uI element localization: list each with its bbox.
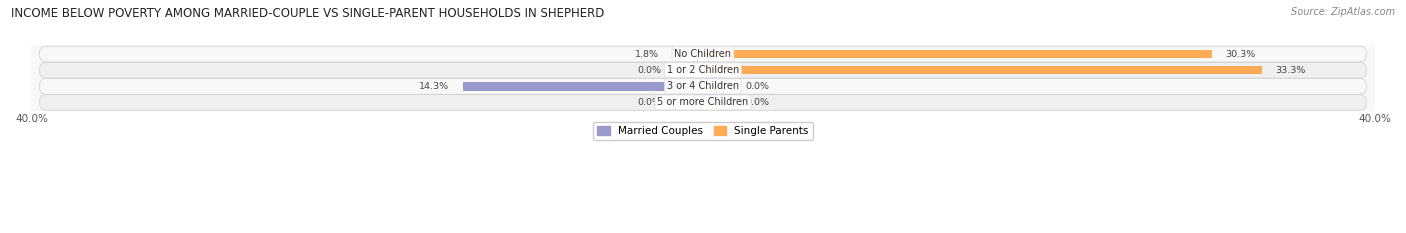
Text: Source: ZipAtlas.com: Source: ZipAtlas.com [1291,7,1395,17]
Text: No Children: No Children [675,49,731,59]
Bar [703,66,1263,74]
Bar [673,50,703,58]
Text: 5 or more Children: 5 or more Children [658,97,748,107]
Text: 33.3%: 33.3% [1275,66,1306,75]
Bar [703,82,737,90]
FancyBboxPatch shape [39,46,1367,62]
FancyBboxPatch shape [39,95,1367,110]
Text: INCOME BELOW POVERTY AMONG MARRIED-COUPLE VS SINGLE-PARENT HOUSEHOLDS IN SHEPHER: INCOME BELOW POVERTY AMONG MARRIED-COUPL… [11,7,605,20]
Text: 0.0%: 0.0% [745,98,769,107]
Text: 1 or 2 Children: 1 or 2 Children [666,65,740,75]
Text: 30.3%: 30.3% [1225,50,1256,59]
Bar [463,82,703,90]
FancyBboxPatch shape [39,79,1367,94]
Bar [703,50,1212,58]
Bar [669,98,703,107]
Bar [669,66,703,74]
Legend: Married Couples, Single Parents: Married Couples, Single Parents [593,122,813,140]
Text: 0.0%: 0.0% [637,98,661,107]
FancyBboxPatch shape [39,62,1367,78]
Bar [703,98,737,107]
Text: 0.0%: 0.0% [637,66,661,75]
Text: 0.0%: 0.0% [745,82,769,91]
Text: 3 or 4 Children: 3 or 4 Children [666,81,740,91]
Text: 14.3%: 14.3% [419,82,450,91]
Text: 1.8%: 1.8% [636,50,659,59]
